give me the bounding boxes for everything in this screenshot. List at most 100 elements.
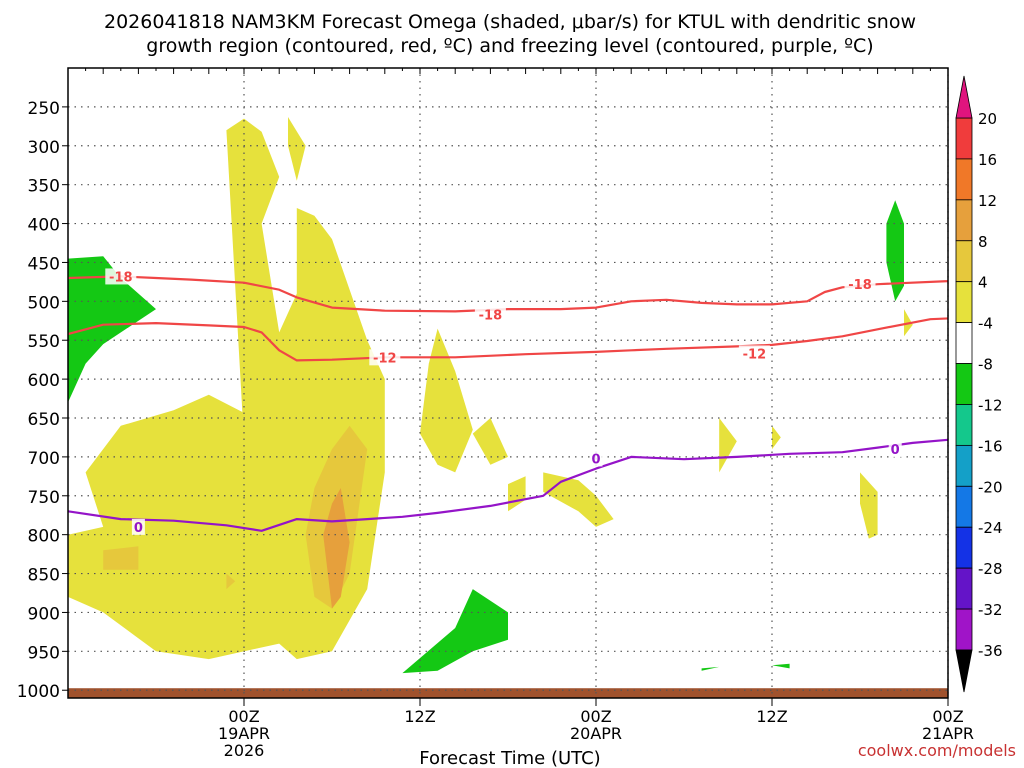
y-tick-label-600: 600 <box>28 371 60 391</box>
y-tick-label-400: 400 <box>28 216 60 236</box>
yellow-blob-18z <box>543 472 614 527</box>
x-tick-label-0: 00Z <box>228 707 259 726</box>
dgz-18-contour-label-1: -18 <box>479 309 503 324</box>
colorbar-label--16: -16 <box>978 437 1003 455</box>
y-tick-label-350: 350 <box>28 177 60 197</box>
colorbar-segment--20 <box>955 485 973 528</box>
colorbar-segment-16 <box>955 158 973 201</box>
y-tick-label-250: 250 <box>28 99 60 119</box>
green-sink-low-12z <box>402 589 508 674</box>
colorbar-label-16: 16 <box>978 151 997 169</box>
y-tick-label-700: 700 <box>28 449 60 469</box>
colorbar-top-arrow <box>955 75 973 119</box>
plot-frame <box>67 67 949 699</box>
colorbar-segment-8 <box>955 240 973 283</box>
dgz-18-contour-label-bg <box>844 276 876 293</box>
x-tick-date-40: 21APR <box>922 724 974 743</box>
colorbar-segment--16 <box>955 444 973 487</box>
colorbar-segment-20 <box>955 117 973 160</box>
omega-shading <box>68 117 1024 674</box>
colorbar-segment--4 <box>955 322 973 364</box>
y-tick-label-850: 850 <box>28 566 60 586</box>
colorbar-label-4: 4 <box>978 274 988 292</box>
colorbar-segment--28 <box>955 567 973 610</box>
x-tick-label-20: 00Z <box>580 707 611 726</box>
x-tick-label-40: 00Z <box>932 707 963 726</box>
colorbar-label-20: 20 <box>978 110 997 128</box>
contours: -18 -18 -18 -12 -12 0 0 0 <box>68 268 948 536</box>
colorbar-segment--32 <box>955 608 973 651</box>
x-tick-label-10: 12Z <box>404 707 435 726</box>
colorbar-segment--24 <box>955 526 973 569</box>
dgz-12-contour-label-1: -12 <box>743 347 767 362</box>
green-sink-left-midlevel <box>68 256 156 403</box>
y-tick-label-650: 650 <box>28 410 60 430</box>
freezing-level-contour-label-0: 0 <box>134 521 143 536</box>
green-sliver-2 <box>772 663 790 669</box>
colorbar-label--4: -4 <box>978 315 993 333</box>
y-tick-label-750: 750 <box>28 488 60 508</box>
x-tick-date-20: 20APR <box>570 724 622 743</box>
chart-title-line2: growth region (contoured, red, ºC) and f… <box>146 35 873 57</box>
dgz-18-contour-label-2: -18 <box>848 278 872 293</box>
y-tick-label-450: 450 <box>28 254 60 274</box>
y-tick-label-550: 550 <box>28 332 60 352</box>
green-sink-39z <box>886 200 904 302</box>
dgz-18-contour <box>68 275 948 313</box>
yellow-main-column <box>68 118 385 660</box>
colorbar-label--28: -28 <box>978 560 1003 578</box>
dgz-18-contour-label-bg <box>474 306 506 323</box>
colorbar-segment-4 <box>955 281 973 324</box>
dgz-18-contour-label-0: -18 <box>109 270 133 285</box>
green-sink-right-low <box>1018 577 1024 628</box>
watermark: coolwx.com/models <box>858 741 1016 760</box>
dgz-12-contour-label-bg <box>738 345 770 362</box>
colorbar-label--24: -24 <box>978 519 1003 537</box>
ground-band <box>68 688 948 698</box>
freezing-level-contour-label-2: 0 <box>891 443 900 458</box>
y-tick-label-1000: 1000 <box>17 682 60 702</box>
y-tick-label-950: 950 <box>28 643 60 663</box>
dgz-18-contour-label-bg <box>105 268 137 285</box>
orange-region-16 <box>323 488 350 609</box>
green-sliver-1 <box>701 666 720 671</box>
chart-title-line1: 2026041818 NAM3KM Forecast Omega (shaded… <box>104 11 916 33</box>
colorbar-segment-12 <box>955 199 973 242</box>
colorbar-label--32: -32 <box>978 601 1003 619</box>
x-axis-label: Forecast Time (UTC) <box>419 748 600 768</box>
yellow-blob-13z <box>472 418 508 465</box>
yellow-blob-35z <box>860 472 878 539</box>
colorbar-label--8: -8 <box>978 356 993 374</box>
x-tick-label-30: 12Z <box>756 707 787 726</box>
colorbar-label-12: 12 <box>978 192 997 210</box>
colorbar-label--36: -36 <box>978 642 1003 660</box>
plot-area: 2503003504004505005506006507007508008509… <box>17 67 1024 760</box>
y-tick-label-300: 300 <box>28 138 60 158</box>
y-tick-label-800: 800 <box>28 527 60 547</box>
yellow-spike-10z <box>420 328 473 473</box>
yellow-blob-30z <box>772 425 781 450</box>
colorbar-label--12: -12 <box>978 396 1003 414</box>
y-tick-label-900: 900 <box>28 604 60 624</box>
freezing-level-contour-label-bg <box>589 450 603 467</box>
x-tick-date-0: 19APR <box>218 724 270 743</box>
colorbar-bottom-arrow <box>955 649 973 693</box>
freezing-level-contour-label-bg <box>131 518 145 535</box>
yellow-blob-27z <box>719 418 737 473</box>
orange-blob-left <box>103 546 139 570</box>
x-tick-year-0: 2026 <box>224 741 265 760</box>
y-tick-label-500: 500 <box>28 293 60 313</box>
freezing-level-contour <box>68 438 948 532</box>
freezing-level-contour-label-1: 0 <box>591 452 600 467</box>
yellow-blob-14z <box>508 476 526 512</box>
freezing-level-contour-label-bg <box>888 441 902 458</box>
dgz-12-contour-label-bg <box>369 349 401 366</box>
yellow-top-spike <box>288 117 306 181</box>
colorbar-label--20: -20 <box>978 478 1003 496</box>
colorbar: 20 16 12 8 4 -4 -8 -12 -16 -20 -24 -28 -32 -36 <box>955 75 1003 693</box>
colorbar-label-8: 8 <box>978 233 988 251</box>
colorbar-segment--12 <box>955 404 973 446</box>
dgz-12-contour-label-0: -12 <box>373 351 397 366</box>
orange-blob-left-small <box>226 573 236 590</box>
